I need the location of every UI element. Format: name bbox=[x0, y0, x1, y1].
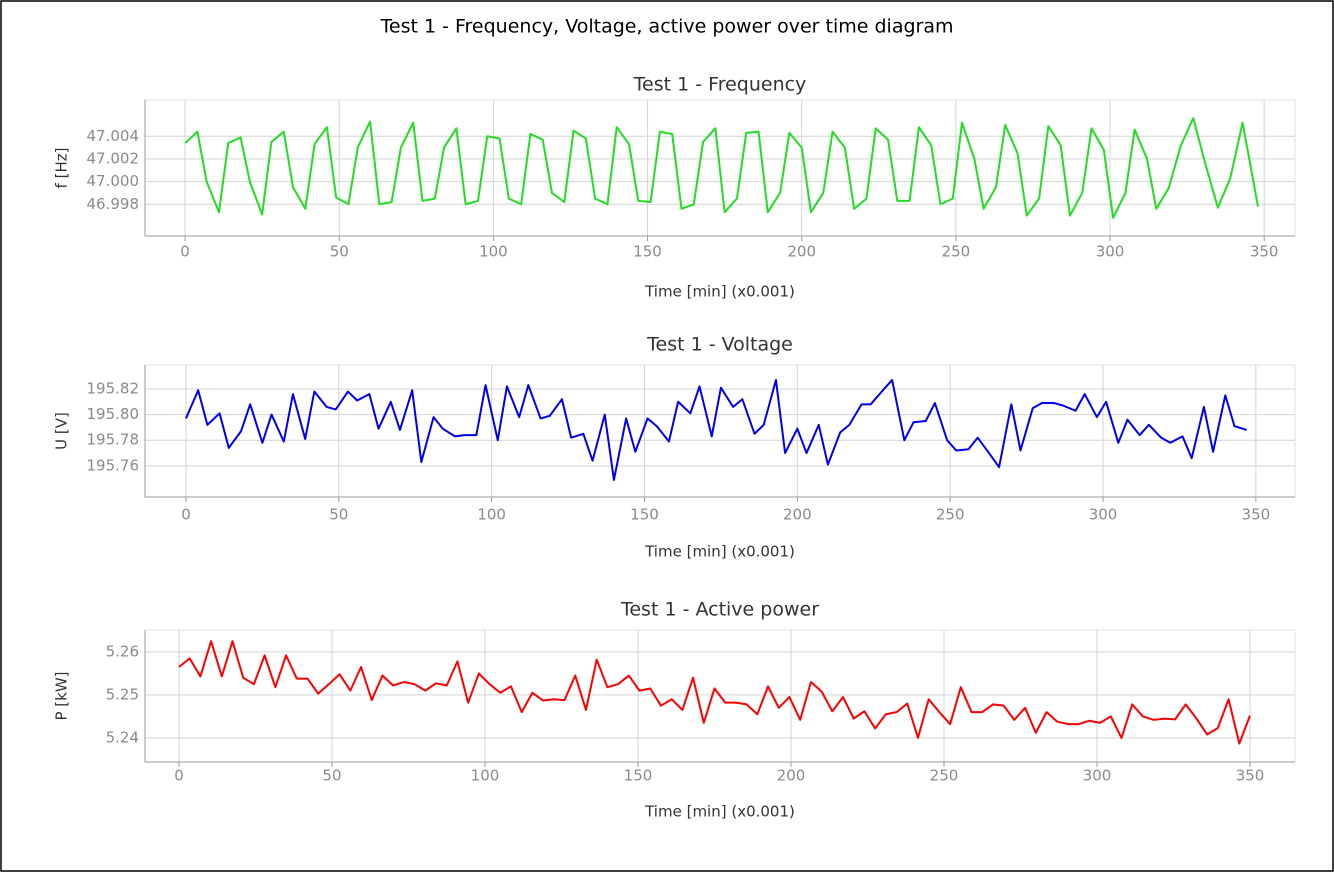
x-tick-label: 250 bbox=[930, 767, 959, 785]
x-tick-label: 150 bbox=[633, 243, 662, 261]
data-line bbox=[185, 378, 1247, 481]
x-axis-title: Time [min] (x0.001) bbox=[644, 543, 795, 561]
data-line bbox=[178, 640, 1251, 745]
y-tick-label: 195.82 bbox=[87, 379, 140, 397]
x-tick-label: 200 bbox=[787, 243, 816, 261]
x-tick-label: 350 bbox=[1236, 767, 1265, 785]
x-tick-label: 150 bbox=[630, 506, 659, 524]
y-tick-label: 47.000 bbox=[87, 172, 140, 190]
data-line bbox=[184, 117, 1259, 219]
x-tick-label: 250 bbox=[936, 506, 965, 524]
x-tick-label: 200 bbox=[777, 767, 806, 785]
y-axis-title: f [Hz] bbox=[53, 148, 71, 189]
x-tick-label: 350 bbox=[1250, 243, 1279, 261]
x-tick-label: 350 bbox=[1242, 506, 1271, 524]
x-tick-label: 100 bbox=[479, 243, 508, 261]
x-tick-label: 300 bbox=[1083, 767, 1112, 785]
x-tick-label: 100 bbox=[471, 767, 500, 785]
x-tick-label: 150 bbox=[624, 767, 653, 785]
y-tick-label: 5.26 bbox=[106, 642, 139, 660]
y-tick-label: 195.78 bbox=[87, 431, 140, 449]
x-tick-label: 0 bbox=[180, 243, 190, 261]
x-tick-label: 0 bbox=[174, 767, 184, 785]
x-tick-label: 100 bbox=[477, 506, 506, 524]
x-tick-label: 200 bbox=[783, 506, 812, 524]
y-tick-label: 47.004 bbox=[87, 127, 140, 145]
subplot-title: Test 1 - Active power bbox=[620, 599, 819, 621]
subplot-title: Test 1 - Frequency bbox=[633, 74, 807, 96]
y-tick-label: 5.25 bbox=[106, 685, 139, 703]
x-tick-label: 50 bbox=[329, 506, 348, 524]
x-axis-title: Time [min] (x0.001) bbox=[644, 283, 795, 301]
x-tick-label: 50 bbox=[322, 767, 341, 785]
y-tick-label: 195.76 bbox=[87, 456, 140, 474]
subplot-title: Test 1 - Voltage bbox=[646, 334, 793, 356]
y-tick-label: 5.24 bbox=[106, 728, 139, 746]
y-tick-label: 195.80 bbox=[87, 405, 140, 423]
y-tick-label: 46.998 bbox=[87, 195, 140, 213]
y-axis-title: P [kW] bbox=[53, 671, 71, 720]
x-tick-label: 300 bbox=[1096, 243, 1125, 261]
x-tick-label: 0 bbox=[181, 506, 191, 524]
x-tick-label: 300 bbox=[1089, 506, 1118, 524]
figure-title: Test 1 - Frequency, Voltage, active powe… bbox=[380, 16, 954, 38]
x-tick-label: 50 bbox=[330, 243, 349, 261]
x-axis-title: Time [min] (x0.001) bbox=[644, 803, 795, 821]
y-tick-label: 47.002 bbox=[87, 149, 140, 167]
y-axis-title: U [V] bbox=[53, 412, 71, 450]
x-tick-label: 250 bbox=[942, 243, 971, 261]
